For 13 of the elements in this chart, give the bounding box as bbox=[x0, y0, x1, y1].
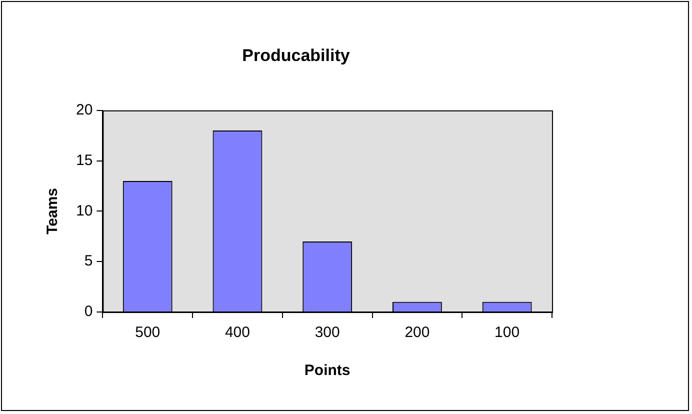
y-tick-label: 15 bbox=[76, 152, 93, 169]
x-tick-label: 100 bbox=[494, 324, 520, 342]
y-tick-label: 5 bbox=[84, 252, 93, 270]
x-tick-label: 200 bbox=[404, 324, 430, 342]
y-tick-label: 20 bbox=[76, 102, 93, 119]
y-axis-title: Teams bbox=[44, 188, 62, 234]
y-tick-label: 0 bbox=[84, 303, 93, 320]
x-axis-title: Points bbox=[304, 362, 350, 380]
x-tick-label: 300 bbox=[314, 324, 340, 342]
chart-title: Producability bbox=[242, 46, 350, 65]
y-tick-label: 10 bbox=[76, 202, 93, 220]
x-tick-label: 400 bbox=[224, 324, 250, 342]
x-tick-label: 500 bbox=[135, 324, 160, 342]
